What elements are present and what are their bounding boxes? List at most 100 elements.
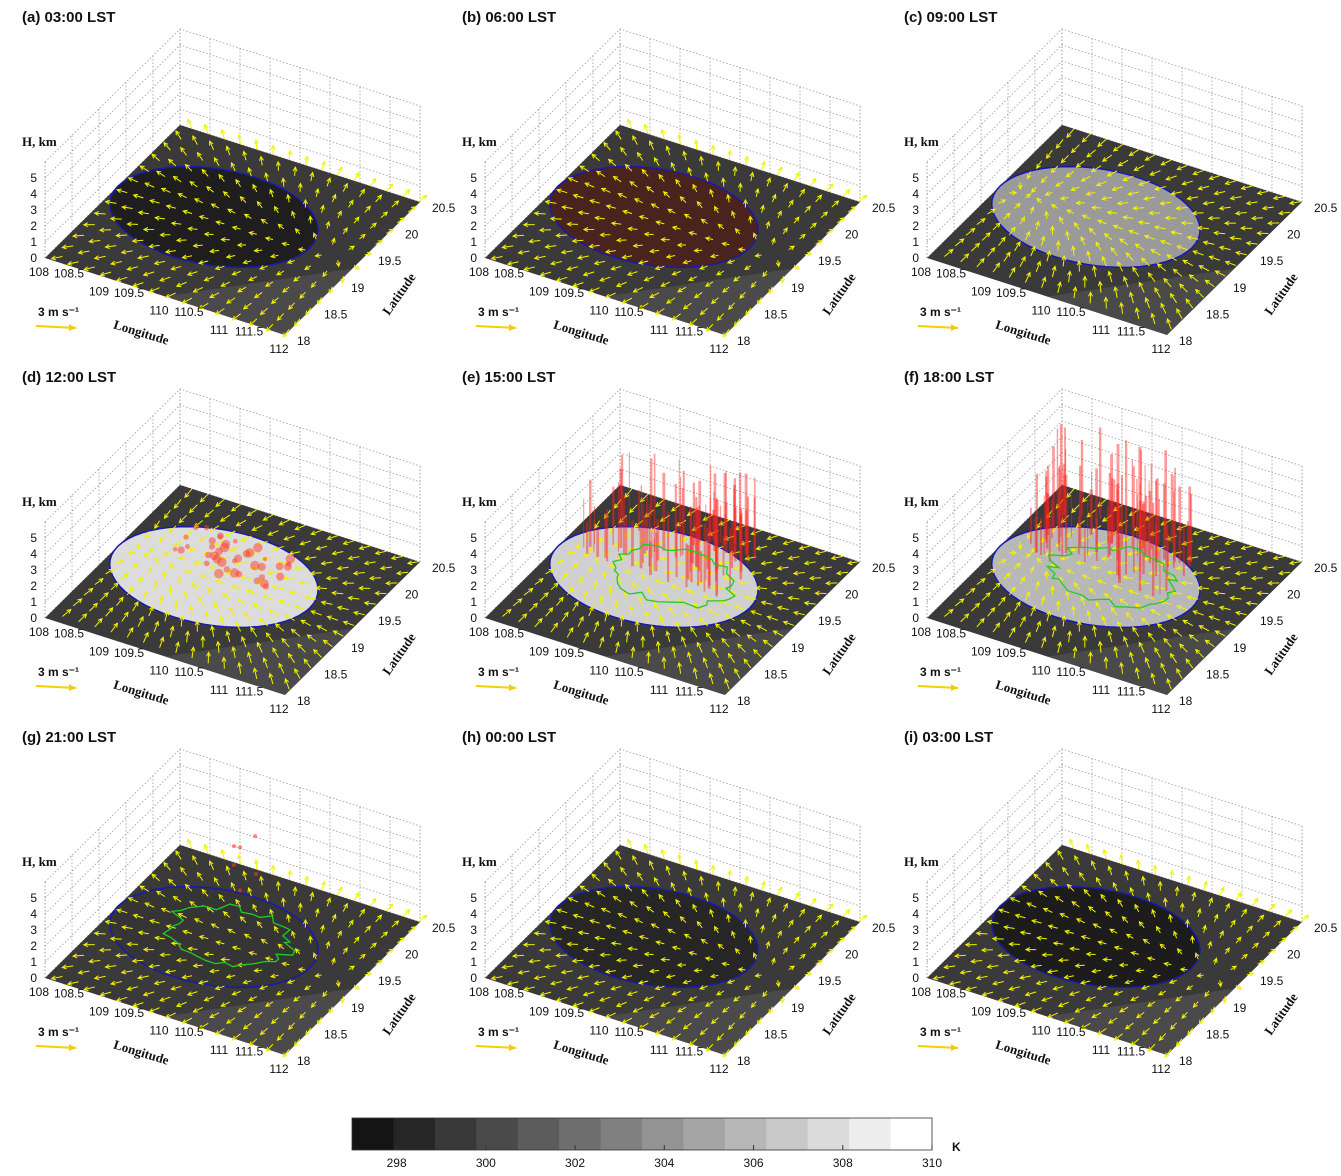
wind-vector (768, 286, 774, 295)
wind-vector (715, 270, 725, 276)
wind-vector (1070, 504, 1080, 514)
wind-vector (1103, 296, 1109, 309)
wind-vector (1208, 615, 1220, 621)
wind-vector (1179, 643, 1188, 653)
wind-vector (105, 607, 114, 617)
z-tick-label: 3 (912, 923, 919, 937)
wind-vector (286, 913, 291, 923)
wind-vector (523, 266, 535, 272)
wind-vector (683, 612, 692, 622)
wind-vector (1150, 248, 1161, 256)
wind-vector (386, 903, 394, 912)
wind-vector (582, 590, 589, 601)
wind-vector (1166, 254, 1177, 261)
wind-vector (418, 194, 428, 203)
colorbar-cell (559, 1118, 602, 1150)
wind-vector (1042, 907, 1053, 913)
island (990, 885, 1201, 989)
wind-vector (1256, 550, 1269, 556)
wind-vector (220, 848, 226, 860)
wind-vector (218, 893, 225, 902)
grid-line (926, 436, 1303, 571)
wind-vector (771, 550, 784, 556)
y-tick-label: 18 (297, 694, 311, 708)
wind-vector (282, 1048, 290, 1058)
y-tick-label: 19 (791, 1001, 805, 1015)
wind-vector (820, 211, 829, 219)
wind-vector (1074, 855, 1080, 865)
wind-vector (306, 634, 317, 642)
wind-vector (991, 980, 1004, 986)
wind-vector (214, 265, 225, 271)
wind-vector (310, 610, 322, 616)
wind-vector (720, 897, 726, 907)
x-tick-label: 111.5 (1117, 684, 1146, 698)
wind-vector (1162, 897, 1168, 907)
x-tick-label: 109.5 (996, 286, 1026, 300)
wind-vector (533, 931, 546, 936)
wind-vector (975, 931, 988, 936)
wind-vector (965, 227, 976, 236)
wind-vector (352, 610, 365, 616)
wind-vector (1133, 525, 1145, 531)
wind-vector (682, 1022, 692, 1030)
wind-vector (227, 208, 236, 214)
wind-vector (320, 560, 333, 566)
wind-vector (1090, 525, 1102, 533)
wind-vector (1164, 1006, 1172, 1013)
wind-vector (700, 218, 708, 225)
wind-vector (675, 178, 682, 188)
wind-vector (235, 620, 242, 632)
wind-vector (682, 259, 692, 265)
wind-vector (1203, 880, 1208, 891)
wind-vector (115, 908, 128, 914)
z-axis-label: H, km (462, 854, 497, 869)
wind-vector (250, 626, 258, 637)
wind-vector (82, 942, 95, 948)
wind-vector (99, 271, 112, 277)
wind-vector (1170, 550, 1183, 556)
wind-vector (1107, 974, 1118, 979)
wind-vector (646, 651, 651, 664)
wind-vector (165, 204, 176, 210)
wind-vector (624, 883, 633, 892)
wind-vector (815, 240, 824, 245)
wind-vector (131, 958, 144, 964)
wind-vector (275, 990, 285, 996)
wind-vector (1082, 635, 1088, 648)
wind-vector (1141, 875, 1146, 886)
wind-vector (1026, 171, 1032, 180)
wind-vector (739, 1011, 746, 1019)
wind-vector (1075, 160, 1086, 168)
wind-vector (1008, 226, 1016, 236)
wind-vector (655, 220, 665, 226)
wind-vector (61, 244, 74, 250)
wind-vector (572, 1002, 584, 1008)
wind-vector (517, 249, 530, 255)
wind-vector (1113, 945, 1123, 951)
wind-vector (182, 929, 193, 935)
wind-vector (556, 596, 564, 606)
y-tick-label: 18 (1179, 1054, 1193, 1068)
sea-shade (1047, 628, 1235, 695)
wind-vector (782, 227, 788, 235)
y-tick-label: 20 (845, 588, 859, 602)
y-tick-label: 18 (737, 1054, 751, 1068)
wind-vector (1100, 195, 1112, 201)
wind-vector (99, 991, 112, 997)
wind-vector (297, 902, 303, 912)
x-tick-label: 112 (709, 1062, 728, 1076)
x-tick-label: 112 (709, 342, 728, 356)
y-tick-label: 18 (1179, 334, 1193, 348)
wind-vector (1151, 908, 1156, 918)
z-tick-label: 5 (30, 891, 37, 905)
wind-vector (654, 985, 665, 991)
wind-vector (235, 519, 247, 527)
x-tick-label: 111.5 (1117, 324, 1146, 338)
wind-vector (1024, 590, 1031, 601)
wind-vector (210, 203, 220, 209)
wind-vector (1125, 933, 1134, 939)
grid-line (484, 76, 861, 211)
wind-vector (932, 975, 945, 981)
wind-vector (677, 133, 682, 145)
